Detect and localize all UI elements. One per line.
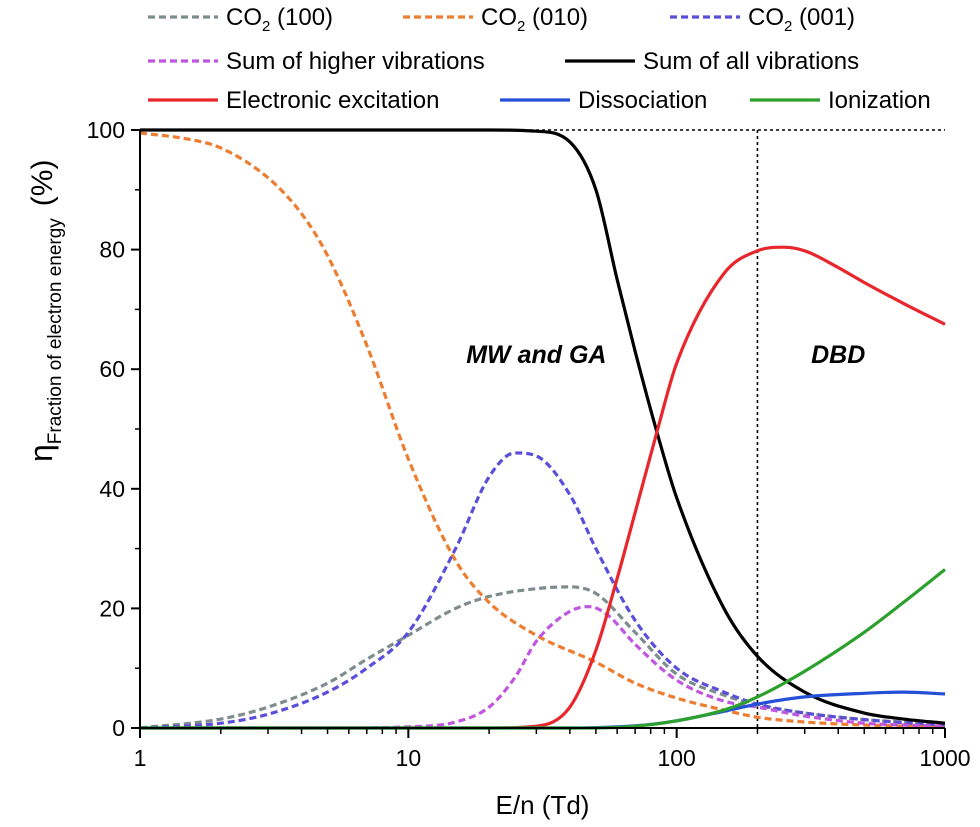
legend-item-ionization: Ionization [750,87,931,114]
annotations: MW and GA DBD [466,341,865,369]
y-axis-title-unit: (%) [26,160,59,207]
legend-label-base: Sum of higher vibrations [226,48,485,75]
x-tick-label: 1000 [919,745,970,771]
region-label-mw-ga: MW and GA [466,341,606,369]
legend-item-co2-001: CO2 (001) [670,4,855,35]
series-line-electronic [140,245,946,730]
y-tick-label: 60 [99,356,125,382]
legend-label: CO2 (010) [481,4,588,35]
y-tick-label: 100 [87,117,125,143]
legend-label: Dissociation [578,87,707,114]
legend-label-subscript: 2 [784,18,792,35]
legend-item-co2-010: CO2 (010) [403,4,588,35]
legend-item-co2-100: CO2 (100) [148,4,333,35]
x-tick-label: 100 [657,745,695,771]
legend-item-sum-higher: Sum of higher vibrations [148,48,485,75]
legend-item-dissociation: Dissociation [500,87,707,114]
x-tick-label: 10 [396,745,422,771]
y-tick-label: 40 [99,476,125,502]
x-axis-title: E/n (Td) [496,790,590,820]
legend-label-tail: (001) [792,4,855,31]
plot-series [139,128,946,730]
y-tick-label: 80 [99,237,125,263]
legend-label: Ionization [828,87,931,114]
legend-label-subscript: 2 [517,18,525,35]
legend-label-base: CO [481,4,517,31]
y-axis-title: ηFraction of electron energy (%) [23,160,66,462]
legend-label: Sum of higher vibrations [226,48,485,75]
legend-label-tail: (100) [270,4,333,31]
legend-label-base: Sum of all vibrations [643,48,859,75]
legend-label: CO2 (001) [748,4,855,35]
legend-label-subscript: 2 [262,18,270,35]
legend-label-base: Dissociation [578,87,707,114]
series-line-co2-001 [139,451,946,730]
legend-label-base: Electronic excitation [226,87,439,114]
axes: 0 20 40 60 80 100 1 10 100 1000 E/n (Td) ηFraction … [23,117,971,820]
legend-label-tail: (010) [525,4,588,31]
y-tick-label: 20 [99,595,125,621]
y-tick-label: 0 [112,715,125,741]
x-tick-label: 1 [134,745,147,771]
series-line-co2-010 [139,131,946,729]
series-line-co2-100 [139,585,946,730]
region-label-dbd: DBD [811,341,865,369]
y-axis-title-symbol: η [23,444,59,462]
legend-label: Electronic excitation [226,87,439,114]
legend-item-sum-all: Sum of all vibrations [565,48,859,75]
y-axis-title-subscript: Fraction of electron energy [45,218,66,445]
legend-item-electronic: Electronic excitation [148,87,439,114]
legend: CO2 (100) CO2 (010) CO2 (001)Sum of higher… [148,4,931,114]
legend-label-base: Ionization [828,87,931,114]
series-line-ionization [140,568,946,730]
legend-label: CO2 (100) [226,4,333,35]
legend-label-base: CO [748,4,784,31]
legend-label-base: CO [226,4,262,31]
legend-label: Sum of all vibrations [643,48,859,75]
